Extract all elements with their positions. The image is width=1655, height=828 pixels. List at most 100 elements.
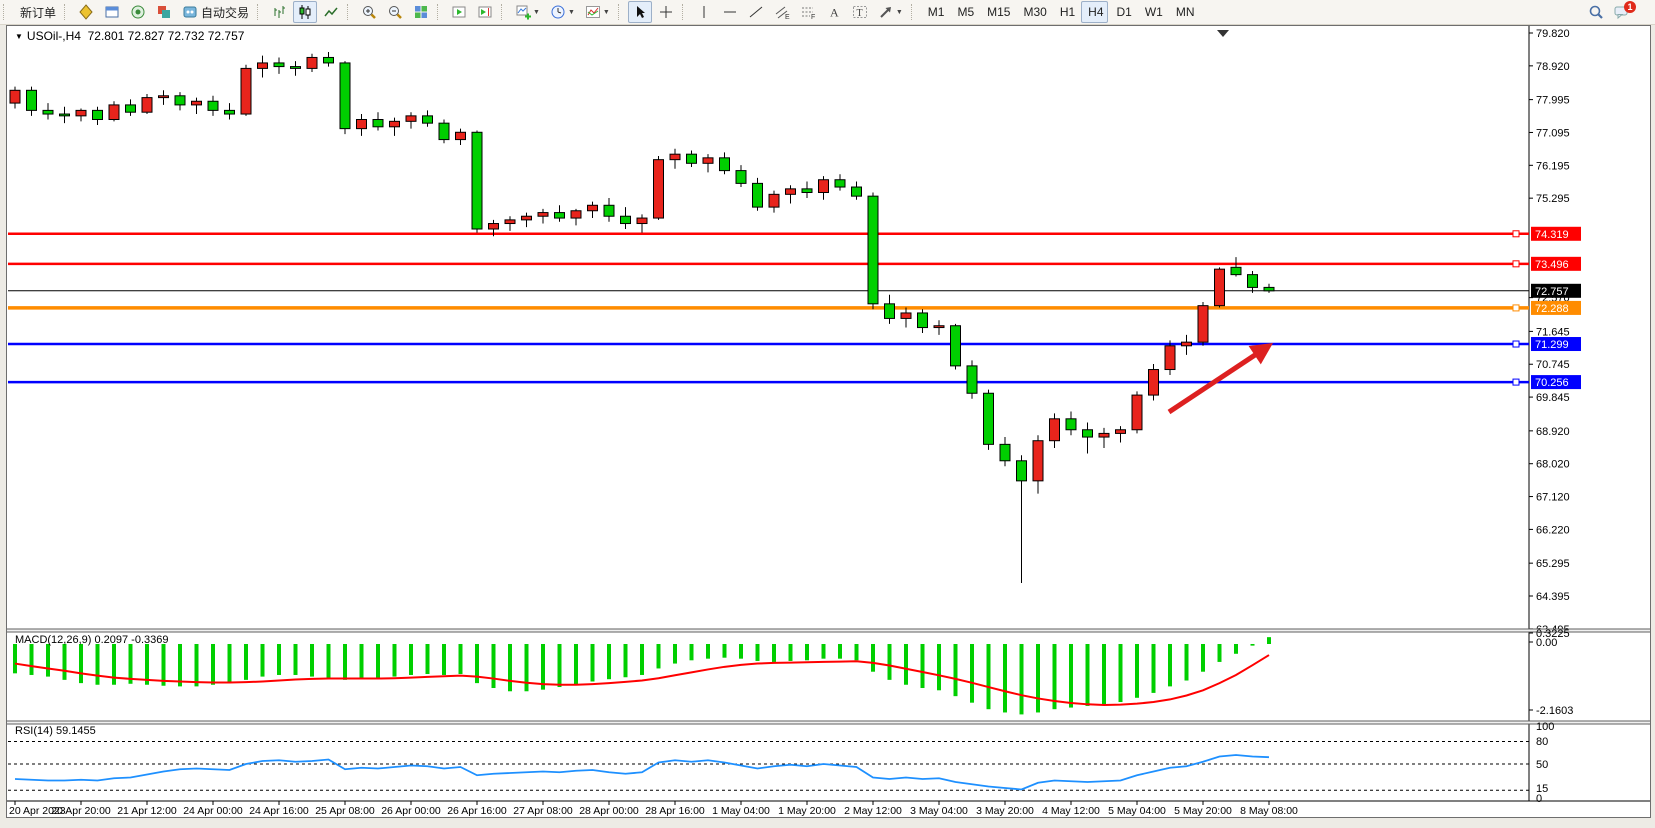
candle-body xyxy=(356,119,367,130)
search-icon xyxy=(1589,5,1603,19)
zoom-out-button[interactable] xyxy=(383,1,407,23)
panel-separator[interactable] xyxy=(7,629,1650,632)
toolbar-grip xyxy=(347,4,352,20)
macd-bar xyxy=(673,644,677,664)
chart-canvas[interactable]: 79.82078.92077.99577.09576.19575.29572.5… xyxy=(7,26,1650,817)
chart-line-icon xyxy=(324,7,338,17)
candle-body xyxy=(933,325,945,329)
price-tick-label: 69.845 xyxy=(1536,392,1570,404)
trendline-button[interactable] xyxy=(744,1,768,23)
chat-button[interactable]: 1 xyxy=(1610,1,1646,23)
toolbar-group xyxy=(254,0,344,24)
dropdown-caret-icon[interactable]: ▼ xyxy=(533,8,540,16)
candle-body xyxy=(240,67,252,115)
dropdown-caret-icon[interactable]: ▼ xyxy=(567,8,575,16)
new-chart-button[interactable]: ▼ xyxy=(511,1,544,23)
macd-bar xyxy=(1102,644,1106,705)
shapes-button[interactable]: ▼ xyxy=(874,1,907,23)
support-line-1-handle[interactable] xyxy=(1512,340,1520,348)
tf-m1-button[interactable]: M1 xyxy=(921,1,949,23)
bar-chart-button[interactable] xyxy=(267,1,291,23)
candle-body xyxy=(735,170,747,184)
chart-bars-icon xyxy=(274,6,286,18)
search-button[interactable] xyxy=(1584,1,1608,23)
svg-text:F: F xyxy=(811,14,815,20)
market-watch-button[interactable] xyxy=(74,1,98,23)
toolbar-grip xyxy=(617,4,623,20)
tf-m5-button[interactable]: M5 xyxy=(950,1,978,23)
candle-body xyxy=(1148,369,1159,396)
fibonacci-button[interactable]: F xyxy=(796,1,820,23)
rsi-indicator-label: RSI(14) 59.1455 xyxy=(15,725,96,737)
price-tick-label: 77.095 xyxy=(1536,127,1570,139)
auto-trading-button[interactable]: 自动交易 xyxy=(178,1,253,23)
candle-body xyxy=(1263,286,1275,292)
dropdown-caret-icon[interactable]: ▼ xyxy=(602,8,610,16)
crosshair-icon xyxy=(659,6,672,18)
cursor-button[interactable] xyxy=(627,1,652,23)
vline-icon xyxy=(703,6,705,18)
symbol-dropdown-icon[interactable]: ▼ xyxy=(15,32,23,41)
label-icon: T xyxy=(852,6,867,19)
trend-arrow-head[interactable] xyxy=(1248,343,1273,365)
time-axis-label: 5 May 20:00 xyxy=(1174,805,1232,817)
data-window-button[interactable] xyxy=(100,1,124,23)
macd-bar xyxy=(805,644,809,661)
candle-body xyxy=(323,56,334,64)
toolbar-grip xyxy=(681,4,687,20)
macd-bar xyxy=(128,644,133,684)
indicators-button[interactable]: ▼ xyxy=(581,1,614,23)
tile-windows-button[interactable] xyxy=(409,1,433,23)
support-line-2-price-tag xyxy=(1531,375,1581,390)
candle-body xyxy=(966,365,978,394)
label-button[interactable]: T xyxy=(848,1,872,23)
navigator-button[interactable] xyxy=(126,1,150,23)
chart-shift-button[interactable] xyxy=(473,1,497,23)
notification-badge: 1 xyxy=(1624,1,1636,13)
macd-bar xyxy=(739,644,743,659)
panel-separator[interactable] xyxy=(7,721,1650,724)
pivot-line-handle[interactable] xyxy=(1512,304,1520,312)
candle-body xyxy=(1230,266,1242,276)
resistance-line-1-handle[interactable] xyxy=(1512,230,1520,238)
tf-h4-button[interactable]: H4 xyxy=(1081,1,1108,23)
support-line-1-price-text: 71.299 xyxy=(1535,339,1569,351)
auto-scroll-button[interactable] xyxy=(447,1,471,23)
profiles-button[interactable]: ▼ xyxy=(546,1,579,23)
terminal-button[interactable] xyxy=(152,1,176,23)
zoom-in-button[interactable] xyxy=(357,1,381,23)
vertical-line-button[interactable] xyxy=(692,1,716,23)
candle-body xyxy=(917,312,928,329)
horizontal-line-button[interactable] xyxy=(718,1,742,23)
candle-body xyxy=(1098,432,1110,438)
trend-arrow-shaft[interactable] xyxy=(1167,352,1257,415)
tf-m30-button[interactable]: M30 xyxy=(1016,1,1050,23)
macd-bar xyxy=(920,644,925,689)
channel-button[interactable]: E xyxy=(770,1,794,23)
candle-body xyxy=(504,219,516,225)
dropdown-caret-icon[interactable]: ▼ xyxy=(895,8,903,16)
rsi-line xyxy=(14,754,1270,791)
chart-shift-marker-icon[interactable] xyxy=(1217,30,1229,37)
new-order-button[interactable]: 新订单 xyxy=(13,1,60,23)
line-chart-button[interactable] xyxy=(319,1,343,23)
tf-m15-button[interactable]: M15 xyxy=(980,1,1014,23)
tf-mn-button[interactable]: MN xyxy=(1169,1,1199,23)
price-tick-label: 79.820 xyxy=(1536,28,1570,40)
tf-w1-button[interactable]: W1 xyxy=(1138,1,1167,23)
macd-bar xyxy=(425,644,430,674)
resistance-line-2-handle[interactable] xyxy=(1512,260,1520,268)
tf-d1-button[interactable]: D1 xyxy=(1110,1,1136,23)
price-tick-label: 66.220 xyxy=(1536,524,1570,536)
macd-bar xyxy=(359,644,364,680)
candle-body xyxy=(257,62,268,69)
candle-body xyxy=(488,223,499,230)
support-line-2-handle[interactable] xyxy=(1512,378,1520,386)
crosshair-button[interactable] xyxy=(654,1,678,23)
candlestick-chart-button[interactable] xyxy=(293,1,318,23)
text-button[interactable]: A xyxy=(822,1,846,23)
candle-body xyxy=(834,179,846,188)
toolbar-group: M1 M5 M15 M30 H1 H4 D1 W1 MN xyxy=(908,0,1200,24)
time-axis-label: 4 May 12:00 xyxy=(1042,805,1100,817)
tf-h1-button[interactable]: H1 xyxy=(1053,1,1079,23)
